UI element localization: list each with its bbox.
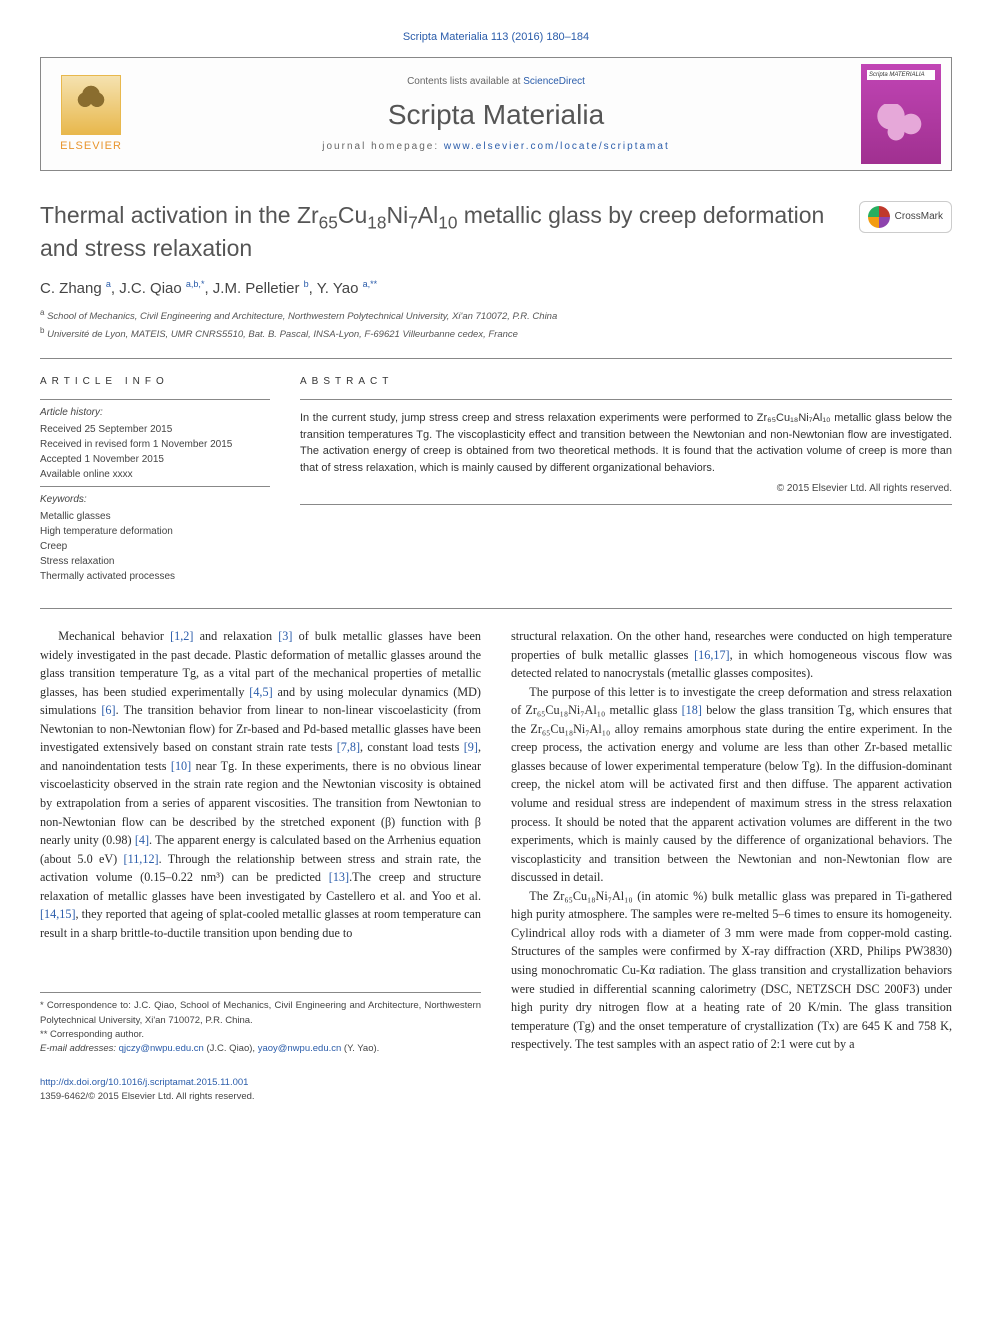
affiliation-a: a School of Mechanics, Civil Engineering…: [40, 307, 952, 324]
keyword-item: Thermally activated processes: [40, 569, 270, 584]
citation-ref[interactable]: [16,17]: [694, 648, 730, 662]
journal-page: Scripta Materialia 113 (2016) 180–184 EL…: [0, 0, 992, 1133]
journal-cover-thumb[interactable]: Scripta MATERIALIA: [851, 58, 951, 170]
contents-available: Contents lists available at ScienceDirec…: [149, 75, 843, 89]
page-footer: http://dx.doi.org/10.1016/j.scriptamat.2…: [40, 1076, 952, 1103]
email-line: E-mail addresses: qjczy@nwpu.edu.cn (J.C…: [40, 1042, 481, 1056]
body-paragraph: Mechanical behavior [1,2] and relaxation…: [40, 627, 481, 942]
keyword-item: Metallic glasses: [40, 509, 270, 524]
history-label: Article history:: [40, 406, 270, 420]
crossmark-icon: [868, 206, 890, 228]
article-info-column: ARTICLE INFO Article history: Received 2…: [40, 375, 270, 584]
divider: [40, 358, 952, 359]
citation-ref[interactable]: [11,12]: [124, 852, 159, 866]
homepage-link[interactable]: www.elsevier.com/locate/scriptamat: [444, 141, 670, 152]
divider: [300, 504, 952, 505]
elsevier-tree-icon: [61, 75, 121, 135]
contents-text: Contents lists available at: [407, 76, 523, 87]
citation-ref[interactable]: [9]: [464, 740, 478, 754]
journal-header-box: ELSEVIER Contents lists available at Sci…: [40, 57, 952, 171]
history-accepted: Accepted 1 November 2015: [40, 452, 270, 467]
abstract-text: In the current study, jump stress creep …: [300, 410, 952, 476]
email-link[interactable]: yaoy@nwpu.edu.cn: [258, 1043, 342, 1054]
body-column-left: Mechanical behavior [1,2] and relaxation…: [40, 627, 481, 1056]
citation-ref[interactable]: [7,8]: [337, 740, 360, 754]
info-abstract-row: ARTICLE INFO Article history: Received 2…: [40, 375, 952, 584]
body-paragraph: structural relaxation. On the other hand…: [511, 627, 952, 683]
citation-ref[interactable]: [4,5]: [249, 685, 272, 699]
abstract-copyright: © 2015 Elsevier Ltd. All rights reserved…: [300, 482, 952, 496]
article-info-heading: ARTICLE INFO: [40, 375, 270, 389]
corresponding-note-2: ** Corresponding author.: [40, 1028, 481, 1042]
affiliations: a School of Mechanics, Civil Engineering…: [40, 307, 952, 342]
citation-ref[interactable]: [18]: [682, 703, 702, 717]
citation-ref[interactable]: [10]: [171, 759, 191, 773]
keyword-item: Stress relaxation: [40, 554, 270, 569]
crossmark-badge[interactable]: CrossMark: [859, 201, 952, 233]
cover-image: Scripta MATERIALIA: [861, 64, 941, 164]
history-online: Available online xxxx: [40, 467, 270, 482]
citation-ref[interactable]: [4]: [135, 833, 149, 847]
divider: [300, 399, 952, 400]
header-center: Contents lists available at ScienceDirec…: [141, 58, 851, 170]
authors-line: C. Zhang a, J.C. Qiao a,b,*, J.M. Pellet…: [40, 278, 952, 299]
affiliation-b: b Université de Lyon, MATEIS, UMR CNRS55…: [40, 325, 952, 342]
cover-label: Scripta MATERIALIA: [869, 71, 925, 79]
citation-header: Scripta Materialia 113 (2016) 180–184: [40, 30, 952, 45]
email-link[interactable]: qjczy@nwpu.edu.cn: [119, 1043, 204, 1054]
citation-ref[interactable]: [6]: [101, 703, 115, 717]
journal-homepage: journal homepage: www.elsevier.com/locat…: [149, 140, 843, 154]
corresponding-note-1: * Correspondence to: J.C. Qiao, School o…: [40, 999, 481, 1028]
article-history: Article history: Received 25 September 2…: [40, 399, 270, 482]
keyword-item: High temperature deformation: [40, 524, 270, 539]
keywords-label: Keywords:: [40, 493, 270, 507]
footnotes: * Correspondence to: J.C. Qiao, School o…: [40, 992, 481, 1056]
doi-link[interactable]: http://dx.doi.org/10.1016/j.scriptamat.2…: [40, 1077, 248, 1088]
publisher-name: ELSEVIER: [60, 139, 122, 154]
body-paragraph: The purpose of this letter is to investi…: [511, 683, 952, 887]
publisher-logo[interactable]: ELSEVIER: [41, 58, 141, 170]
keywords-block: Keywords: Metallic glasses High temperat…: [40, 486, 270, 584]
history-revised: Received in revised form 1 November 2015: [40, 437, 270, 452]
history-received: Received 25 September 2015: [40, 422, 270, 437]
citation-ref[interactable]: [14,15]: [40, 907, 76, 921]
crossmark-label: CrossMark: [895, 210, 943, 224]
title-row: Thermal activation in the Zr65Cu18Ni7Al1…: [40, 201, 952, 264]
issn-copyright: 1359-6462/© 2015 Elsevier Ltd. All right…: [40, 1090, 952, 1103]
article-title: Thermal activation in the Zr65Cu18Ni7Al1…: [40, 201, 859, 264]
citation-ref[interactable]: [13]: [329, 870, 349, 884]
body-columns: Mechanical behavior [1,2] and relaxation…: [40, 608, 952, 1056]
homepage-label: journal homepage:: [322, 141, 444, 152]
journal-name: Scripta Materialia: [149, 95, 843, 134]
body-column-right: structural relaxation. On the other hand…: [511, 627, 952, 1056]
citation-ref[interactable]: [1,2]: [170, 629, 193, 643]
keyword-item: Creep: [40, 539, 270, 554]
body-paragraph: The Zr₆₅Cu₁₈Ni₇Al₁₀ (in atomic %) bulk m…: [511, 887, 952, 1054]
abstract-heading: ABSTRACT: [300, 375, 952, 389]
sciencedirect-link[interactable]: ScienceDirect: [523, 76, 585, 87]
citation-ref[interactable]: [3]: [278, 629, 292, 643]
abstract-column: ABSTRACT In the current study, jump stre…: [300, 375, 952, 584]
